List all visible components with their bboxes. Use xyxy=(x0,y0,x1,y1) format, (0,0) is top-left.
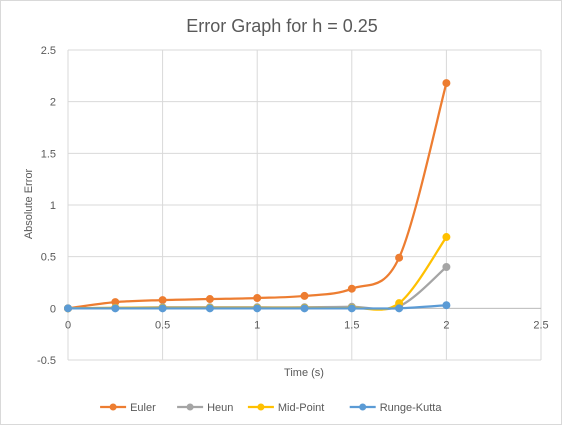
series-line xyxy=(66,81,448,310)
data-point xyxy=(111,304,120,313)
legend-item: Heun xyxy=(177,402,233,414)
legend-swatch-marker xyxy=(109,403,117,411)
y-tick-label: 1.5 xyxy=(41,148,56,160)
data-point xyxy=(300,291,309,300)
series-runge-kutta xyxy=(64,301,451,313)
legend-item: Mid-Point xyxy=(247,402,324,414)
data-point xyxy=(158,296,167,305)
chart-title: Error Graph for h = 0.25 xyxy=(186,16,378,36)
legend-swatch-marker xyxy=(359,403,367,411)
data-point xyxy=(442,301,451,310)
legend-item: Euler xyxy=(100,402,156,414)
legend-label: Euler xyxy=(130,402,156,414)
series-layer xyxy=(64,79,451,313)
x-axis-title: Time (s) xyxy=(284,367,324,379)
x-tick-label: 0.5 xyxy=(155,319,170,331)
data-point xyxy=(300,304,309,313)
data-point xyxy=(347,284,356,293)
x-tick-label: 1 xyxy=(254,319,260,331)
data-point xyxy=(442,79,451,88)
series-euler xyxy=(64,79,451,313)
y-tick-label: 2.5 xyxy=(41,45,56,57)
legend-label: Heun xyxy=(207,402,233,414)
x-tick-label: 1.5 xyxy=(344,319,359,331)
data-point xyxy=(347,304,356,313)
data-point xyxy=(253,304,262,313)
axis-layer: -0.5 0 0.5 1 1.5 2 2.5 0 0.5 1 1.5 2 2.5 xyxy=(37,45,549,367)
data-point xyxy=(64,304,72,313)
data-point xyxy=(205,304,214,313)
grid-layer xyxy=(67,49,542,361)
legend-label: Runge-Kutta xyxy=(380,402,443,414)
legend: Euler Heun Mid-Point Runge-Kutta xyxy=(100,402,442,414)
x-tick-label: 2 xyxy=(443,319,449,331)
legend-item: Runge-Kutta xyxy=(349,402,443,414)
data-point xyxy=(253,294,262,302)
y-axis-title: Absolute Error xyxy=(23,169,35,240)
y-tick-label: 0 xyxy=(50,303,56,315)
y-tick-label: -0.5 xyxy=(37,355,56,367)
data-point xyxy=(395,253,404,262)
data-point xyxy=(205,295,214,304)
legend-swatch-marker xyxy=(186,403,194,411)
y-tick-label: 1 xyxy=(50,200,56,212)
y-tick-label: 2 xyxy=(50,97,56,109)
data-point xyxy=(442,233,451,242)
legend-swatch-marker xyxy=(257,403,265,411)
legend-label: Mid-Point xyxy=(278,402,324,414)
data-point xyxy=(158,304,167,313)
data-point xyxy=(442,263,451,271)
x-tick-label: 2.5 xyxy=(533,319,548,331)
data-point xyxy=(395,304,404,313)
x-tick-label: 0 xyxy=(65,319,71,331)
y-tick-label: 0.5 xyxy=(41,252,56,264)
